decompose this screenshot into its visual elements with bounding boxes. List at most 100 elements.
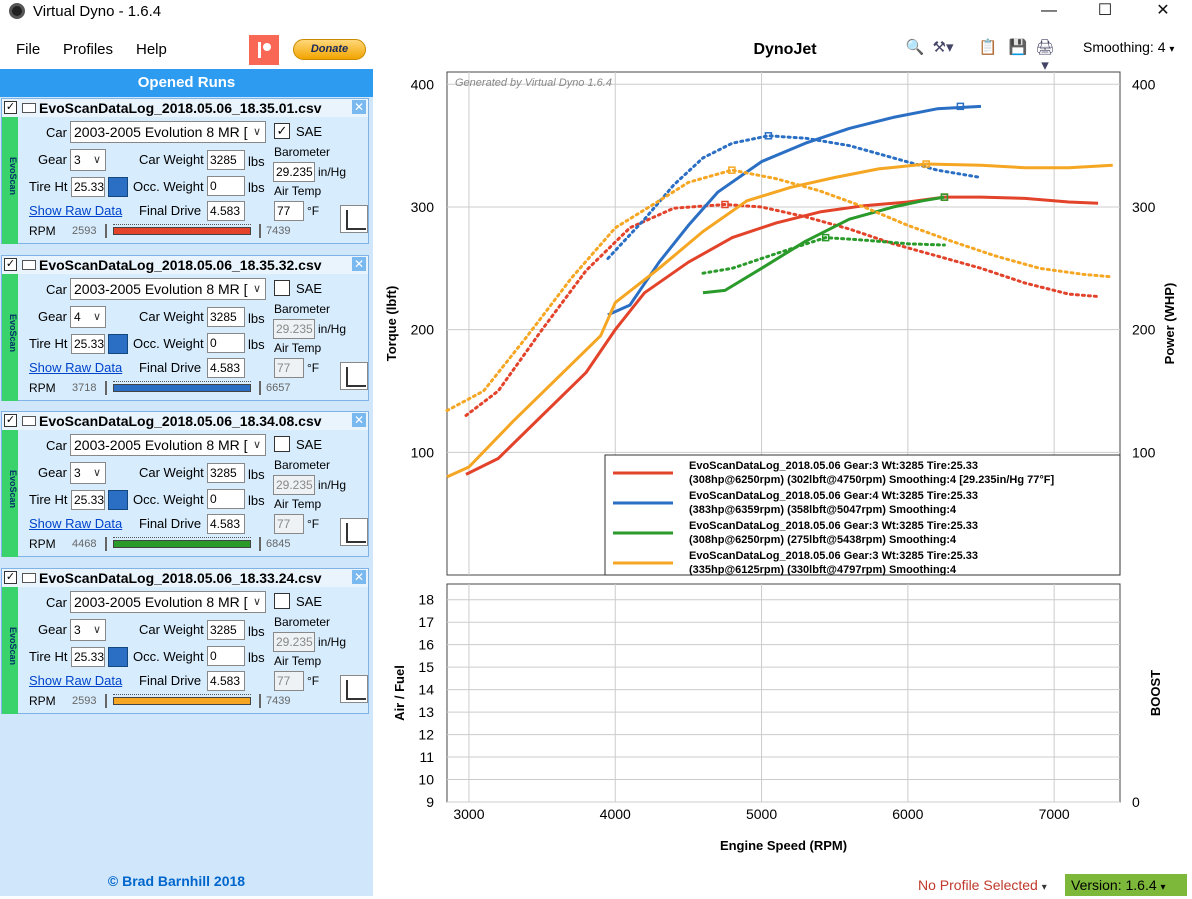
torque-axis-label: Torque (lbft) bbox=[384, 286, 399, 362]
sae-checkbox[interactable] bbox=[274, 436, 290, 452]
afr-tick-label: 13 bbox=[418, 704, 434, 720]
menu-file[interactable]: File bbox=[16, 41, 41, 58]
menu-help[interactable]: Help bbox=[136, 41, 167, 58]
gear-select[interactable]: 4 bbox=[70, 305, 106, 328]
source-label: EvoScan bbox=[8, 470, 18, 509]
final-drive-input[interactable]: 4.583 bbox=[207, 670, 245, 691]
run-card: ✓ EvoScanDataLog_2018.05.06_18.33.24.csv… bbox=[1, 567, 369, 714]
close-button[interactable]: ✕ bbox=[1156, 2, 1170, 19]
gear-select[interactable]: 3 bbox=[70, 618, 106, 641]
profile-status[interactable]: No Profile Selected ▾ bbox=[918, 877, 1047, 893]
car-weight-input[interactable]: 3285 bbox=[207, 619, 245, 640]
patreon-button[interactable] bbox=[249, 35, 279, 65]
gear-select[interactable]: 3 bbox=[70, 462, 106, 484]
occ-weight-label: Occ. Weight bbox=[133, 335, 204, 351]
car-weight-input[interactable]: 3285 bbox=[207, 150, 245, 170]
gear-select[interactable]: 3 bbox=[70, 149, 106, 171]
run-visible-checkbox[interactable]: ✓ bbox=[4, 570, 17, 584]
tire-ht-input[interactable]: 25.33 bbox=[71, 490, 105, 510]
maximize-button[interactable]: ☐ bbox=[1097, 2, 1113, 19]
show-raw-data-link[interactable]: Show Raw Data bbox=[29, 203, 123, 218]
final-drive-input[interactable]: 4.583 bbox=[207, 514, 245, 534]
run-header: ✓ EvoScanDataLog_2018.05.06_18.33.24.csv… bbox=[2, 568, 368, 587]
tire-calculator-icon[interactable] bbox=[108, 333, 128, 354]
car-weight-input[interactable]: 3285 bbox=[207, 306, 245, 327]
barometer-input[interactable]: 29.235 bbox=[273, 318, 315, 339]
tire-calculator-icon[interactable] bbox=[108, 177, 128, 197]
close-run-icon[interactable]: ✕ bbox=[352, 413, 366, 427]
tire-ht-label: Tire Ht bbox=[29, 335, 68, 351]
sae-checkbox[interactable] bbox=[274, 592, 290, 609]
barometer-input[interactable]: 29.235 bbox=[273, 162, 315, 182]
afr-tick-label: 16 bbox=[418, 637, 434, 653]
menu-profiles[interactable]: Profiles bbox=[63, 41, 114, 58]
tire-calculator-icon[interactable] bbox=[108, 646, 128, 667]
minimize-button[interactable]: — bbox=[1041, 2, 1057, 19]
air-temp-input[interactable]: 77 bbox=[274, 670, 304, 691]
occ-weight-input[interactable]: 0 bbox=[207, 176, 245, 196]
tire-calculator-icon[interactable] bbox=[108, 490, 128, 510]
car-select[interactable]: 2003-2005 Evolution 8 MR [ bbox=[70, 121, 266, 143]
zoom-icon[interactable]: 🔍 bbox=[905, 39, 925, 56]
final-drive-input[interactable]: 4.583 bbox=[207, 357, 245, 378]
car-label: Car bbox=[46, 125, 67, 140]
run-visible-checkbox[interactable]: ✓ bbox=[4, 414, 17, 427]
y-tick-label-left: 200 bbox=[411, 322, 435, 338]
occ-weight-input[interactable]: 0 bbox=[207, 332, 245, 353]
tools-icon[interactable]: ⚒▾ bbox=[932, 39, 954, 56]
graph-settings-icon[interactable] bbox=[340, 361, 368, 390]
show-raw-data-link[interactable]: Show Raw Data bbox=[29, 672, 123, 688]
car-select[interactable]: 2003-2005 Evolution 8 MR [ bbox=[70, 277, 266, 300]
barometer-input[interactable]: 29.235 bbox=[273, 475, 315, 495]
occ-weight-input[interactable]: 0 bbox=[207, 489, 245, 509]
show-raw-data-link[interactable]: Show Raw Data bbox=[29, 516, 123, 531]
air-temp-input[interactable]: 77 bbox=[274, 514, 304, 534]
final-drive-input[interactable]: 4.583 bbox=[207, 201, 245, 221]
car-select[interactable]: 2003-2005 Evolution 8 MR [ bbox=[70, 590, 266, 613]
donate-button[interactable]: Donate bbox=[293, 39, 366, 60]
rpm-range-slider[interactable] bbox=[105, 693, 261, 708]
close-run-icon[interactable]: ✕ bbox=[352, 569, 366, 584]
smoothing-dropdown[interactable]: Smoothing: 4 ▾ bbox=[1083, 39, 1175, 55]
tire-ht-input[interactable]: 25.33 bbox=[71, 333, 105, 354]
save-icon[interactable]: 💾 bbox=[1008, 39, 1028, 56]
print-icon[interactable]: 🖨▾ bbox=[1035, 39, 1055, 74]
torque-line bbox=[445, 168, 1115, 413]
graph-settings-icon[interactable] bbox=[340, 205, 368, 233]
car-weight-input[interactable]: 3285 bbox=[207, 463, 245, 483]
air-temp-input[interactable]: 77 bbox=[274, 201, 304, 221]
close-run-icon[interactable]: ✕ bbox=[352, 100, 366, 114]
clipboard-icon[interactable]: 📋 bbox=[978, 39, 998, 56]
boost-tick-label: 0 bbox=[1132, 794, 1140, 810]
x-tick-label: 6000 bbox=[892, 806, 923, 822]
rpm-range-slider[interactable] bbox=[105, 537, 261, 551]
run-visible-checkbox[interactable]: ✓ bbox=[4, 257, 17, 271]
close-run-icon[interactable]: ✕ bbox=[352, 256, 366, 271]
rpm-range-slider[interactable] bbox=[105, 224, 261, 238]
show-raw-data-link[interactable]: Show Raw Data bbox=[29, 359, 123, 375]
car-select[interactable]: 2003-2005 Evolution 8 MR [ bbox=[70, 434, 266, 456]
tire-ht-input[interactable]: 25.33 bbox=[71, 646, 105, 667]
barometer-input[interactable]: 29.235 bbox=[273, 631, 315, 652]
graph-settings-icon[interactable] bbox=[340, 674, 368, 703]
power-line bbox=[446, 162, 1113, 479]
rpm-range-slider[interactable] bbox=[105, 380, 261, 395]
legend-entry: EvoScanDataLog_2018.05.06 Gear:3 Wt:3285… bbox=[689, 520, 978, 532]
run-visible-checkbox[interactable]: ✓ bbox=[4, 101, 17, 114]
graph-settings-icon[interactable] bbox=[340, 518, 368, 546]
rpm-max: 7439 bbox=[266, 694, 291, 707]
sae-checkbox[interactable] bbox=[274, 279, 290, 296]
car-label: Car bbox=[46, 594, 67, 610]
tire-ht-input[interactable]: 25.33 bbox=[71, 177, 105, 197]
air-temp-input[interactable]: 77 bbox=[274, 357, 304, 378]
lbs-label: lbs bbox=[248, 310, 265, 326]
y-tick-label-left: 300 bbox=[411, 199, 435, 215]
version-badge[interactable]: Version: 1.6.4 ▾ bbox=[1065, 874, 1187, 896]
occ-weight-input[interactable]: 0 bbox=[207, 645, 245, 666]
watermark: Generated by Virtual Dyno 1.6.4 bbox=[455, 77, 612, 89]
legend-entry-stats: (308hp@6250rpm) (275lbft@5438rpm) Smooth… bbox=[689, 534, 957, 546]
x-tick-label: 4000 bbox=[600, 806, 631, 822]
rpm-label: RPM bbox=[29, 224, 56, 238]
sae-checkbox[interactable]: ✓ bbox=[274, 123, 290, 139]
